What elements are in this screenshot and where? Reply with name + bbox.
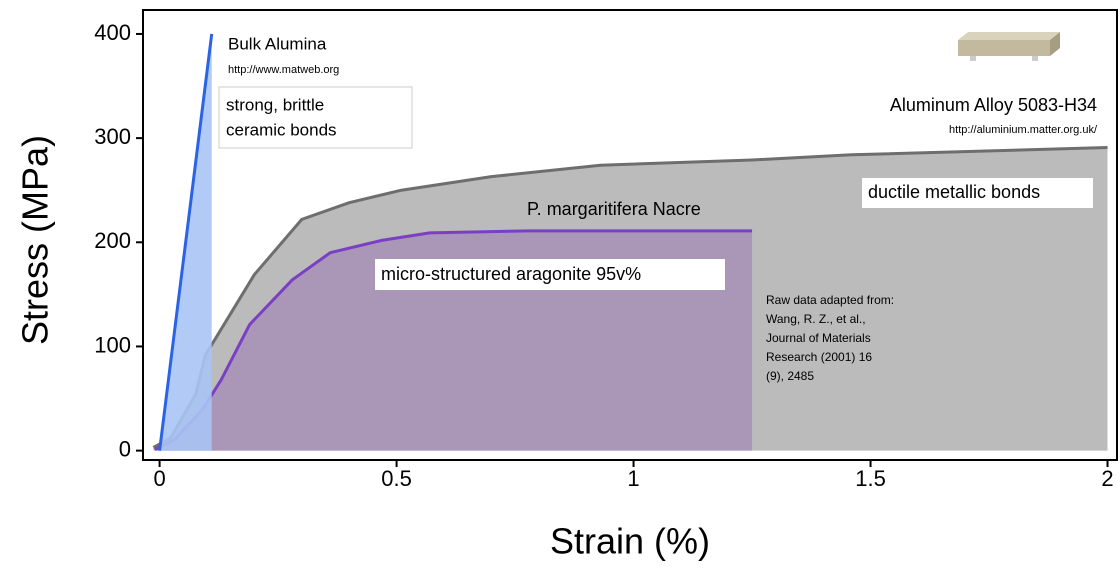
y-tick-label: 400 <box>94 20 131 45</box>
note-text: micro-structured aragonite 95v% <box>381 264 641 284</box>
series-label: Bulk Alumina <box>228 34 327 53</box>
x-tick-label: 1.5 <box>855 466 886 491</box>
reference-line: Wang, R. Z., et al., <box>766 312 866 326</box>
y-tick-label: 200 <box>94 228 131 253</box>
series-label: Aluminum Alloy 5083-H34 <box>890 95 1097 115</box>
x-tick-label: 0.5 <box>381 466 412 491</box>
x-tick-label: 0 <box>153 466 165 491</box>
reference-line: Research (2001) 16 <box>766 350 872 364</box>
reference-line: Raw data adapted from: <box>766 293 894 307</box>
chart: Bulk Alumina http://www.matweb.org stron… <box>0 0 1120 568</box>
series-label: P. margaritifera Nacre <box>527 199 701 219</box>
y-tick-label: 100 <box>94 332 131 357</box>
y-tick-label: 0 <box>119 436 131 461</box>
y-tick-label: 300 <box>94 124 131 149</box>
note-text: ceramic bonds <box>226 120 337 139</box>
reference-line: (9), 2485 <box>766 369 814 383</box>
x-axis-label: Strain (%) <box>550 521 710 562</box>
beam-icon <box>958 32 1060 61</box>
note-text: ductile metallic bonds <box>868 182 1040 202</box>
x-tick-label: 2 <box>1101 466 1113 491</box>
y-axis-label: Stress (MPa) <box>15 135 56 345</box>
reference-line: Journal of Materials <box>766 331 871 345</box>
source-label: http://www.matweb.org <box>228 64 339 76</box>
source-label: http://aluminium.matter.org.uk/ <box>949 124 1098 136</box>
x-tick-label: 1 <box>627 466 639 491</box>
note-text: strong, brittle <box>226 95 324 114</box>
